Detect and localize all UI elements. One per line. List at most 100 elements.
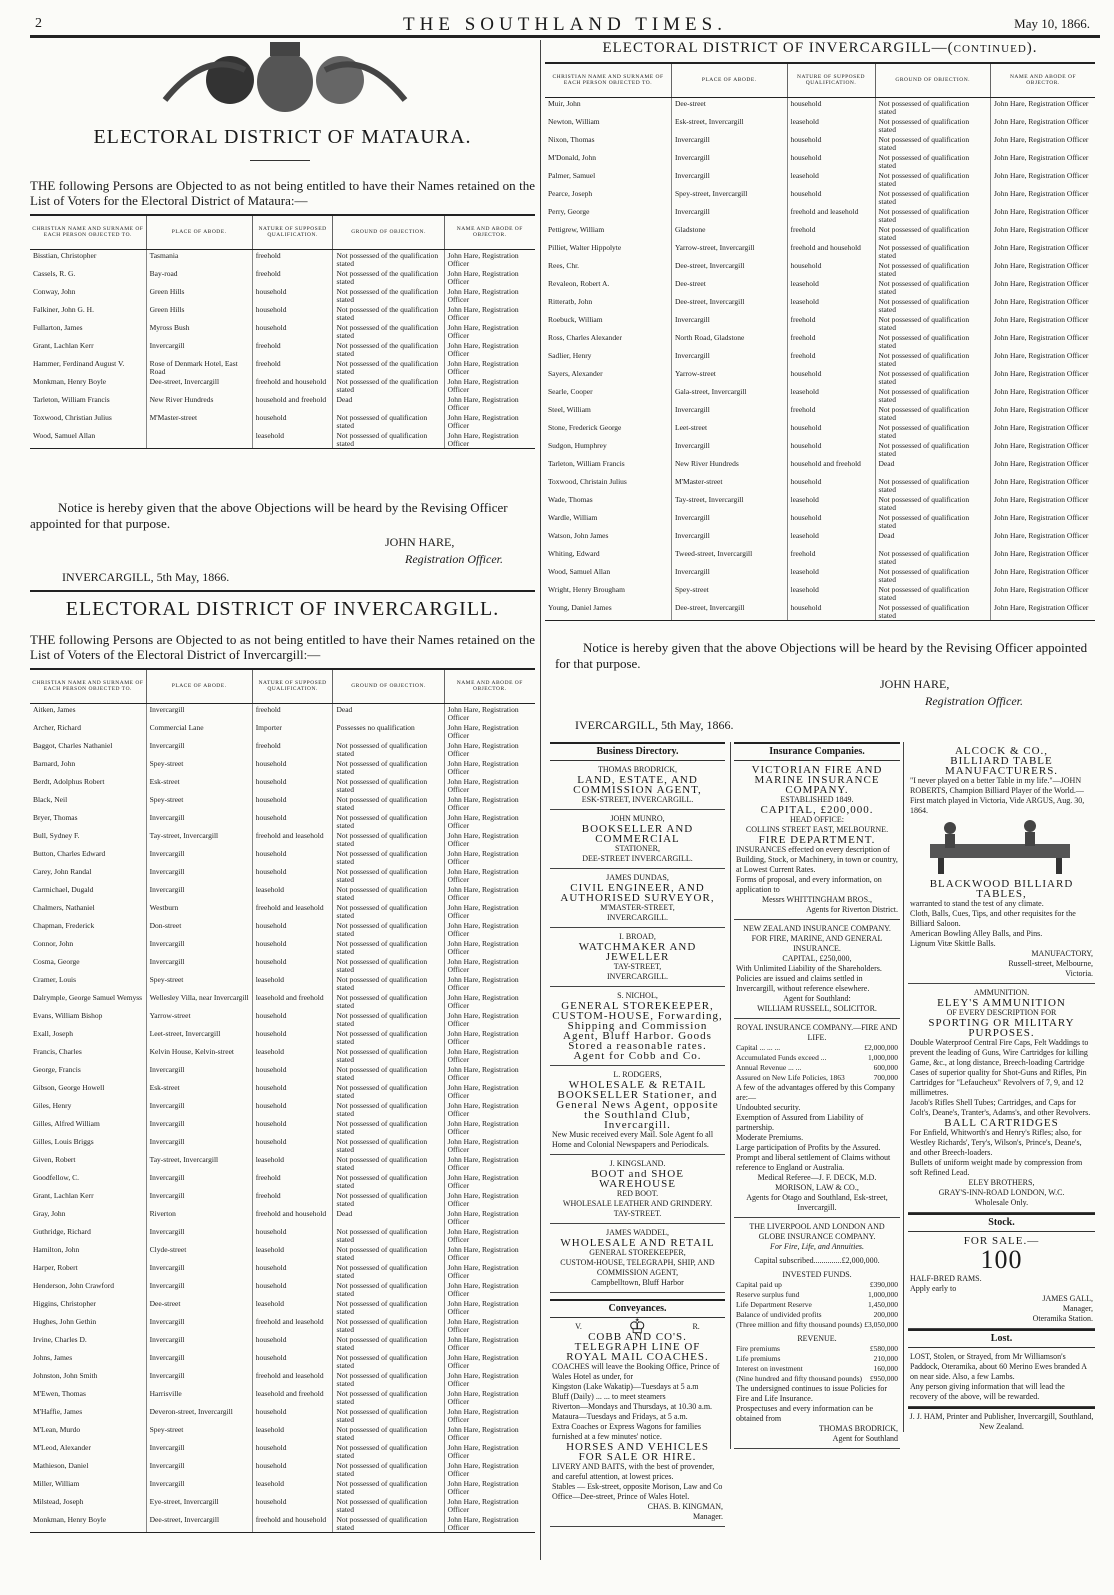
person-name: Cramer, Louis bbox=[33, 974, 77, 984]
figure-value: £2,000,000 bbox=[864, 1043, 898, 1052]
place-of-abode: Tay-street, Invercargill bbox=[145, 1153, 253, 1172]
ground-of-objection: Not possessed of the qualification state… bbox=[332, 249, 445, 268]
ground-of-objection: Not possessed of qualification stated bbox=[874, 493, 991, 512]
person-name: Pearce, Joseph bbox=[548, 188, 593, 198]
place-of-abode: Invercargill bbox=[671, 349, 787, 368]
figure-value: 700,000 bbox=[873, 1073, 898, 1082]
place-of-abode: Dee-street, Invercargill bbox=[145, 375, 253, 394]
figure-value: 1,450,000 bbox=[868, 1300, 898, 1309]
person-name: Fullarton, James bbox=[33, 322, 83, 332]
mataura-signer-title: Registration Officer. bbox=[405, 552, 503, 566]
lost-ewes-ad: LOST, Stolen, or Strayed, from Mr Willia… bbox=[908, 1348, 1095, 1407]
objector: John Hare, Registration Officer bbox=[443, 1009, 535, 1028]
figure-row: Annual Revenue ... ... 600,000 bbox=[736, 1063, 898, 1073]
figure-value: £580,000 bbox=[869, 1344, 898, 1353]
objector: John Hare, Registration Officer bbox=[990, 313, 1095, 332]
figure-label: Life premiums bbox=[736, 1354, 781, 1363]
ad-line: "I never played on a better Table in my … bbox=[910, 776, 1085, 815]
qualification: Importer bbox=[251, 721, 333, 740]
ad-line: Bluff (Daily) ... ... to meet steamers bbox=[552, 1392, 666, 1401]
ad-line: Bullets of uniform weight made by compre… bbox=[910, 1158, 1083, 1177]
figure-value: 200,000 bbox=[873, 1310, 898, 1319]
ad-line: COBB AND CO'S. bbox=[588, 1331, 687, 1343]
table-row: Higgins, Christopher Dee-street leasehold N… bbox=[30, 1297, 535, 1316]
ground-of-objection: Dead bbox=[874, 457, 991, 476]
invercargill-title: ELECTORAL DISTRICT OF INVERCARGILL. bbox=[65, 598, 500, 620]
qualification: household bbox=[251, 1459, 333, 1478]
qualification: freehold bbox=[251, 267, 333, 286]
qualification: leasehold bbox=[786, 115, 875, 134]
table-row: Black, Neil Spey-street household Not posse… bbox=[30, 793, 535, 812]
invercargill-dateline: IVERCARGILL, 5th May, 1866. bbox=[575, 718, 734, 732]
ad-line: Extra Coaches or Express Wagons for fami… bbox=[552, 1422, 701, 1441]
ad-line: The undersigned continues to issue Polic… bbox=[736, 1384, 888, 1403]
ground-of-objection: Not possessed of qualification stated bbox=[332, 1027, 445, 1046]
ground-of-objection: Not possessed of qualification stated bbox=[332, 865, 445, 884]
objector: John Hare, Registration Officer bbox=[443, 739, 535, 758]
mataura-objection-table: CHRISTIAN NAME AND SURNAME OF EACH PERSO… bbox=[30, 214, 535, 449]
objector: John Hare, Registration Officer bbox=[443, 901, 535, 920]
table-row: M'Haffie, James Deveron-street, Invercarg… bbox=[30, 1405, 535, 1424]
qualification: household bbox=[251, 1225, 333, 1244]
person-name: Wade, Thomas bbox=[548, 494, 593, 504]
ad-line: Large participation of Profits by the As… bbox=[736, 1143, 881, 1152]
ad-line: warranted to stand the test of any clima… bbox=[910, 899, 1044, 908]
place-of-abode: Spey-street bbox=[145, 757, 253, 776]
place-of-abode: Invercargill bbox=[145, 1459, 253, 1478]
table-row: Dalrymple, George Samuel Wemyss Wellesley… bbox=[30, 991, 535, 1010]
person-name: Gray, John bbox=[33, 1208, 66, 1218]
ground-of-objection: Not possessed of qualification stated bbox=[332, 1369, 445, 1388]
qualification: freehold and household bbox=[786, 241, 875, 260]
revenue-heading: REVENUE. bbox=[797, 1334, 837, 1343]
qualification: freehold and household bbox=[251, 1513, 333, 1533]
insurance-heading: Insurance Companies. bbox=[734, 742, 900, 761]
ad-line: Lignum Vitæ Skittle Balls. bbox=[910, 939, 996, 948]
invercargill-continued-table: CHRISTIAN NAME AND SURNAME OF EACH PERSO… bbox=[545, 62, 1095, 621]
ground-of-objection: Not possessed of qualification stated bbox=[332, 429, 445, 449]
objector: John Hare, Registration Officer bbox=[443, 249, 535, 268]
ground-of-objection: Not possessed of qualification stated bbox=[874, 385, 991, 404]
person-name: Gilles, Louis Briggs bbox=[33, 1136, 94, 1146]
objector: John Hare, Registration Officer bbox=[990, 439, 1095, 458]
objector: John Hare, Registration Officer bbox=[443, 991, 535, 1010]
objector: John Hare, Registration Officer bbox=[443, 1135, 535, 1154]
ad-line: FIRE DEPARTMENT. bbox=[758, 834, 876, 846]
figure-row: Interest on investment 160,000 bbox=[736, 1364, 898, 1374]
ground-of-objection: Not possessed of qualification stated bbox=[332, 1081, 445, 1100]
person-name: Carmichael, Dugald bbox=[33, 884, 94, 894]
qualification: leasehold bbox=[786, 295, 875, 314]
place-of-abode: Green Hills bbox=[145, 285, 253, 304]
figure-value: 210,000 bbox=[873, 1354, 898, 1363]
column-header: CHRISTIAN NAME AND SURNAME OF EACH PERSO… bbox=[545, 62, 672, 98]
person-name: Cosma, George bbox=[33, 956, 80, 966]
funds-total-label: (Three million and fifty thousand pounds… bbox=[736, 1320, 863, 1329]
person-name: Francis, Charles bbox=[33, 1046, 82, 1056]
ground-of-objection: Not possessed of qualification stated bbox=[332, 1405, 445, 1424]
ammunition-heading: AMMUNITION. bbox=[973, 988, 1030, 997]
table-row: Muir, John Dee-street household Not possess… bbox=[545, 97, 1095, 116]
ad-line: INSURANCES effected on every description… bbox=[736, 845, 898, 874]
objector: John Hare, Registration Officer bbox=[990, 97, 1095, 116]
place-of-abode: Riverton bbox=[145, 1207, 253, 1226]
person-name: Higgins, Christopher bbox=[33, 1298, 96, 1308]
objector: John Hare, Registration Officer bbox=[990, 169, 1095, 188]
ad-line: RED BOOT. bbox=[616, 1189, 659, 1198]
ad-line: Campbelltown, Bluff Harbor bbox=[591, 1278, 684, 1287]
objector: John Hare, Registration Officer bbox=[990, 547, 1095, 566]
place-of-abode: Invercargill bbox=[671, 151, 787, 170]
qualification: household bbox=[251, 1099, 333, 1118]
place-of-abode: Dee-street bbox=[671, 277, 787, 296]
qualification: household bbox=[251, 1009, 333, 1028]
ground-of-objection: Not possessed of qualification stated bbox=[332, 1423, 445, 1442]
objector: John Hare, Registration Officer bbox=[443, 1333, 535, 1352]
ground-of-objection: Not possessed of qualification stated bbox=[332, 1009, 445, 1028]
column-header: NATURE OF SUPPOSED QUALIFICATION. bbox=[251, 214, 333, 250]
table-row: Gilles, Louis Briggs Invercargill househol… bbox=[30, 1135, 535, 1154]
ground-of-objection: Not possessed of qualification stated bbox=[332, 1333, 445, 1352]
table-row: Sayers, Alexander Yarrow-street household N… bbox=[545, 367, 1095, 386]
ad-line: 100 bbox=[980, 1245, 1023, 1274]
qualification: household bbox=[251, 937, 333, 956]
qualification: household bbox=[251, 1063, 333, 1082]
place-of-abode: Invercargill bbox=[671, 511, 787, 530]
objector: John Hare, Registration Officer bbox=[443, 1513, 535, 1533]
